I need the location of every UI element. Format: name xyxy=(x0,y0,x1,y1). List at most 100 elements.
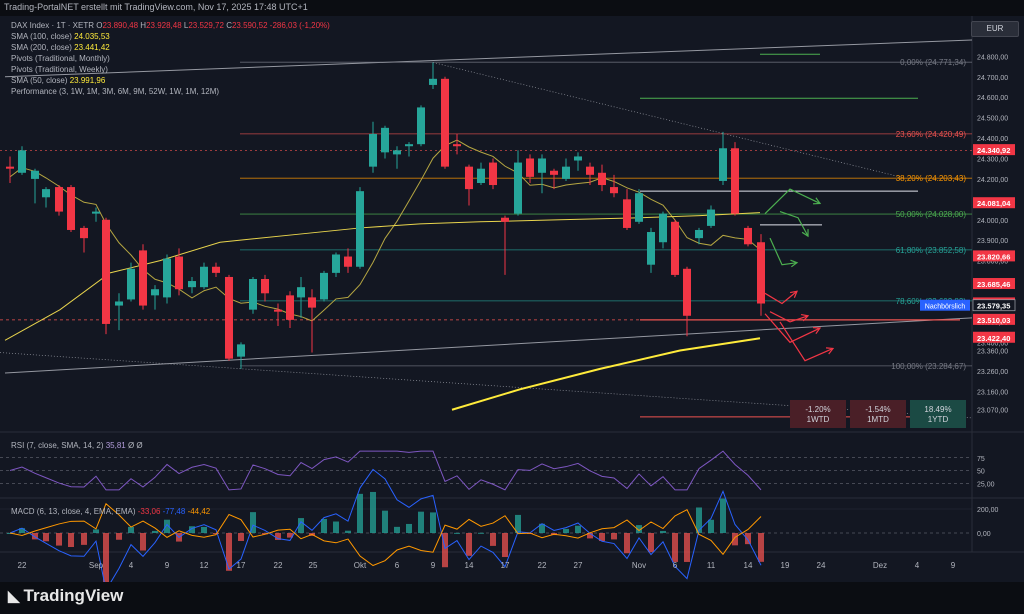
legend-sma200[interactable]: SMA (200, close) 23.441,42 xyxy=(11,42,110,53)
performance-period: 1YTD xyxy=(928,415,949,424)
y-tick-label: 24.000,00 xyxy=(977,218,1008,225)
candle-body xyxy=(175,256,183,290)
candle-body xyxy=(200,266,208,288)
legend-sma50[interactable]: SMA (50, close) 23.991,96 xyxy=(11,75,105,86)
macd-histogram-bar xyxy=(68,533,74,548)
candle-body xyxy=(67,187,75,230)
price-tag-box xyxy=(973,313,1015,325)
macd-histogram-bar xyxy=(636,525,642,533)
after-hours-label: Nachbörslich xyxy=(925,304,966,311)
price-tag-label: 23.510,03 xyxy=(977,316,1010,325)
x-tick-label: 11 xyxy=(707,561,716,570)
legend-pivots-monthly[interactable]: Pivots (Traditional, Monthly) xyxy=(11,54,110,63)
x-tick-label: Nov xyxy=(632,561,646,570)
price-tag-label: 24.081,04 xyxy=(977,199,1011,208)
macd-histogram-bar xyxy=(406,523,412,533)
x-tick-label: 17 xyxy=(237,561,246,570)
fib-level-label: 38,20% (24.203,43) xyxy=(896,174,967,183)
legend-change: -286,03 (-1,20%) xyxy=(269,21,330,30)
currency-button[interactable]: EUR xyxy=(971,21,1019,37)
candle-body xyxy=(163,258,171,298)
x-tick-label: 9 xyxy=(431,561,436,570)
macd-legend-v1: -33,06 xyxy=(137,507,161,516)
scenario-arrow-red-2-head xyxy=(801,313,810,322)
macd-line xyxy=(9,468,762,582)
x-tick-label: 24 xyxy=(817,561,826,570)
scenario-arrow-red-2 xyxy=(769,311,809,323)
x-tick-label: 17 xyxy=(501,561,510,570)
candle-body xyxy=(477,168,485,183)
macd-histogram-bar xyxy=(745,533,751,545)
macd-histogram-bar xyxy=(672,533,678,562)
macd-histogram-bar xyxy=(333,521,339,533)
macd-legend[interactable]: MACD (6, 13, close, 4, EMA, EMA) -33,06 … xyxy=(11,506,210,517)
candle-body xyxy=(31,170,39,179)
y-tick-label: 23.160,00 xyxy=(977,389,1008,396)
macd-histogram-bar xyxy=(611,533,617,540)
candle-body xyxy=(381,127,389,153)
scenario-arrow-green-up xyxy=(764,188,821,215)
macd-histogram-bar xyxy=(720,498,726,533)
macd-histogram-bar xyxy=(575,525,581,533)
macd-histogram-bar xyxy=(152,530,158,533)
macd-histogram-bar xyxy=(238,533,244,541)
macd-histogram-bar xyxy=(19,528,25,533)
legend-pivots-weekly[interactable]: Pivots (Traditional, Weekly) xyxy=(11,65,108,74)
tradingview-logo[interactable]: ◣ TradingView xyxy=(8,586,123,606)
macd-histogram-bar xyxy=(418,511,424,533)
scenario-arrow-red-1 xyxy=(764,290,798,305)
y-tick-label: 23.900,00 xyxy=(977,238,1008,245)
legend-sma200-label: SMA (200, close) xyxy=(11,43,72,52)
fib-level-label: 100,00% (23.284,67) xyxy=(891,362,966,371)
candle-body xyxy=(731,148,739,214)
macd-level-label: 0,00 xyxy=(977,531,991,538)
candle-body xyxy=(369,133,377,167)
candle-body xyxy=(695,229,703,239)
macd-histogram-bar xyxy=(708,519,714,533)
sma100-line xyxy=(4,212,761,341)
macd-histogram-bar xyxy=(490,533,496,546)
price-tag-box xyxy=(973,197,1015,209)
candle-body xyxy=(393,150,401,155)
y-tick-label: 23.800,00 xyxy=(977,259,1008,266)
y-tick-label: 23.360,00 xyxy=(977,349,1008,356)
y-tick-label: 23.070,00 xyxy=(977,408,1008,415)
scenario-arrow-green-mid-head xyxy=(801,229,809,238)
legend-sma100[interactable]: SMA (100, close) 24.035,53 xyxy=(11,31,110,42)
x-tick-label: 22 xyxy=(538,561,547,570)
x-tick-label: 4 xyxy=(129,561,134,570)
price-chart[interactable]: 24.800,00 24.700,00 24.600,00 24.500,00 24.4… xyxy=(0,0,1024,582)
legend-ohlc: DAX Index · 1T · XETR O23.890,48 H23.928… xyxy=(11,20,330,31)
performance-period: 1MTD xyxy=(867,415,889,424)
x-tick-label: 9 xyxy=(951,561,956,570)
rsi-level-label: 50 xyxy=(977,469,985,476)
macd-histogram-bar xyxy=(345,530,351,533)
macd-histogram-bar xyxy=(502,533,508,558)
y-tick-label: 24.600,00 xyxy=(977,95,1008,102)
x-tick-label: 14 xyxy=(465,561,474,570)
candle-body xyxy=(610,187,618,194)
candle-body xyxy=(405,144,413,147)
scenario-arrow-green-up-head xyxy=(812,197,822,205)
x-tick-label: 14 xyxy=(744,561,753,570)
rsi-legend[interactable]: RSI (7, close, SMA, 14, 2) 35,81 Ø Ø xyxy=(11,440,143,451)
legend-symbol: DAX Index · 1T · XETR xyxy=(11,21,94,30)
candle-body xyxy=(115,301,123,306)
candle-body xyxy=(514,162,522,214)
legend-low-label: L xyxy=(183,21,189,30)
legend-close: 23.590,52 xyxy=(231,21,268,30)
rsi-level-label: 75 xyxy=(977,456,985,463)
legend-open-label: O xyxy=(96,21,103,30)
macd-histogram-bar xyxy=(539,523,545,533)
legend-performance[interactable]: Performance (3, 1W, 1M, 3M, 6M, 9M, 52W,… xyxy=(11,87,220,96)
performance-box xyxy=(850,400,906,428)
x-tick-label: Okt xyxy=(354,561,367,570)
candle-body xyxy=(465,166,473,190)
candle-body xyxy=(635,193,643,222)
y-tick-label: 24.300,00 xyxy=(977,156,1008,163)
candle-body xyxy=(356,191,364,267)
legend-sma100-value: 24.035,53 xyxy=(74,32,110,41)
price-tag-box xyxy=(973,250,1015,262)
macd-histogram-bar xyxy=(140,533,146,551)
